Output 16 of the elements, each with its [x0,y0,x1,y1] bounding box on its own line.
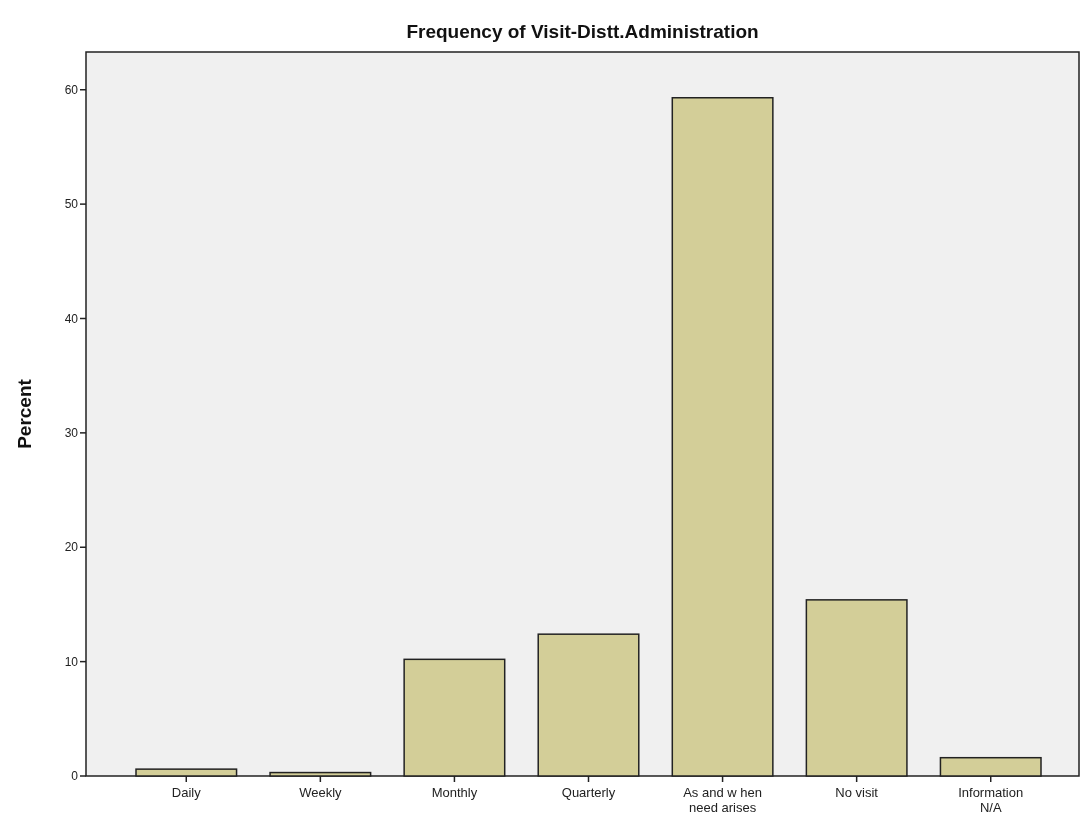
chart-title: Frequency of Visit-Distt.Administration [406,21,759,42]
y-axis-title: Percent [14,378,35,449]
y-tick-label: 30 [64,426,79,441]
y-tick-label: 10 [64,654,79,669]
x-tick-label: Quarterly [561,785,616,800]
x-tick-label: Monthly [431,785,478,800]
y-tick-label: 60 [64,82,79,97]
x-tick-label: No visit [835,785,879,800]
y-tick-label: 0 [71,769,79,784]
x-tick-label: Daily [171,785,202,800]
y-tick-label: 20 [64,540,79,555]
y-tick-label: 40 [64,311,79,326]
x-tick-label: Information N/A [958,785,1024,815]
y-tick-label: 50 [64,197,79,212]
x-tick-label: Weekly [299,785,343,800]
x-tick-label: As and w hen need arises [683,785,762,815]
